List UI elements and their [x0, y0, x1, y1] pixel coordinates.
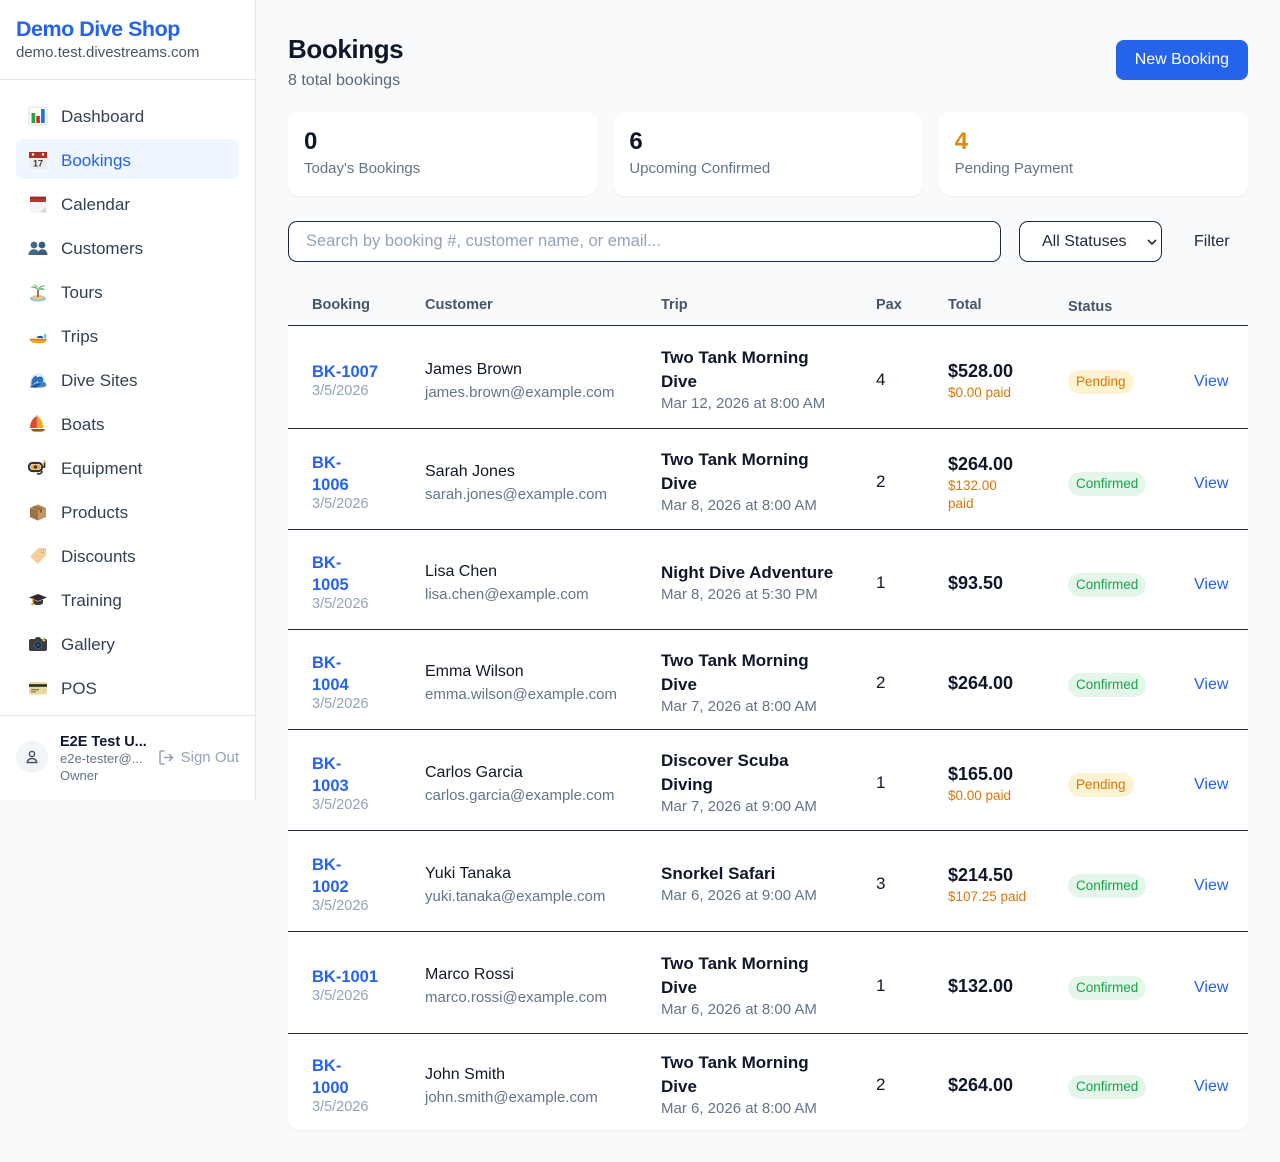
svg-text:17: 17	[33, 158, 43, 168]
